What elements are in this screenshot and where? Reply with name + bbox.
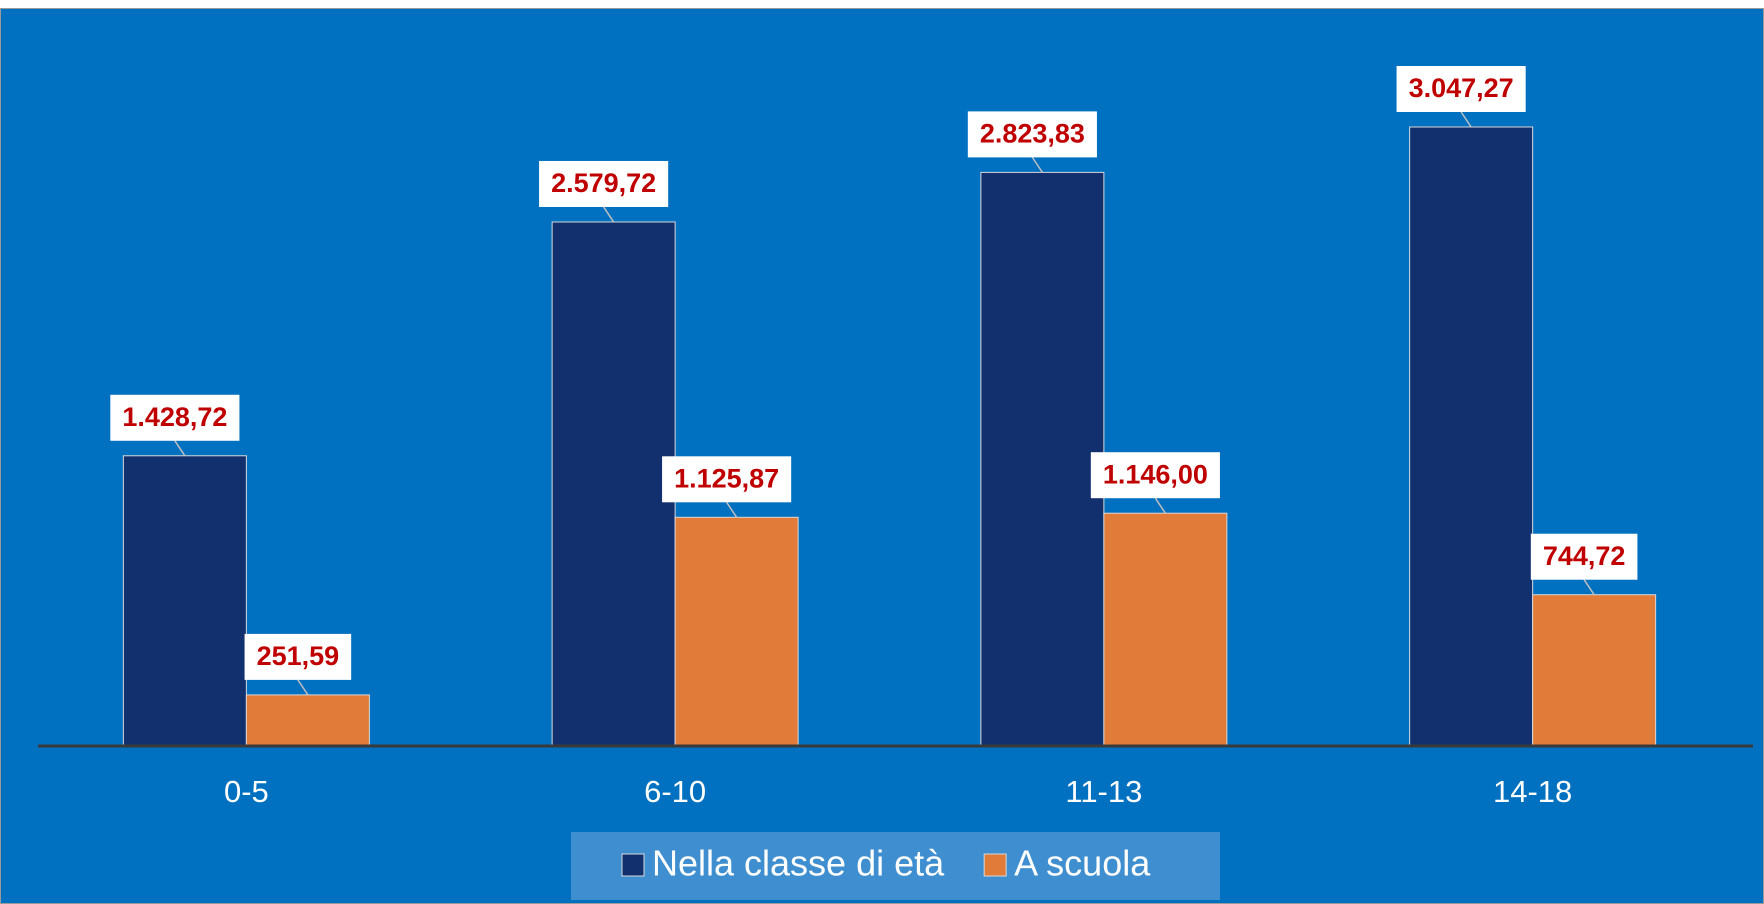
data-label: 1.428,72 <box>122 402 227 432</box>
x-tick-label: 0-5 <box>224 774 269 809</box>
label-leader <box>174 440 186 457</box>
x-tick-label: 11-13 <box>1065 774 1142 809</box>
bar <box>122 455 247 747</box>
legend-swatch <box>621 853 645 877</box>
data-label-box <box>1396 66 1526 112</box>
label-leader <box>1031 156 1043 173</box>
label-leader <box>1460 111 1472 128</box>
bar <box>1409 126 1534 747</box>
legend-label: A scuola <box>1014 843 1151 884</box>
data-label: 1.146,00 <box>1103 459 1208 489</box>
data-label: 744,72 <box>1543 541 1626 571</box>
label-leader <box>603 206 615 223</box>
bar <box>245 694 370 747</box>
bar <box>1103 512 1228 747</box>
data-label: 2.823,83 <box>980 119 1085 149</box>
data-label-box <box>244 633 352 680</box>
data-label: 2.579,72 <box>551 168 656 198</box>
data-label-box <box>1090 452 1220 499</box>
label-leader <box>1583 579 1595 596</box>
data-label-box <box>539 160 669 207</box>
x-tick-label: 14-18 <box>1493 774 1572 809</box>
data-label-box <box>967 111 1097 158</box>
data-label: 251,59 <box>257 641 340 671</box>
data-label: 1.125,87 <box>674 463 779 493</box>
legend-box <box>571 832 1220 900</box>
data-label-box <box>110 394 240 441</box>
legend-swatch <box>983 853 1007 877</box>
bar <box>551 221 676 747</box>
legend-label: Nella classe di età <box>652 843 945 884</box>
bar <box>980 171 1105 747</box>
data-label-box <box>1530 533 1638 580</box>
data-label: 3.047,27 <box>1409 73 1514 103</box>
x-tick-label: 6-10 <box>644 774 706 809</box>
data-label-box <box>662 456 792 503</box>
bar <box>1532 594 1657 747</box>
label-leader <box>1154 497 1166 514</box>
label-leader <box>726 501 738 518</box>
bar <box>674 516 799 747</box>
label-leader <box>297 679 309 696</box>
